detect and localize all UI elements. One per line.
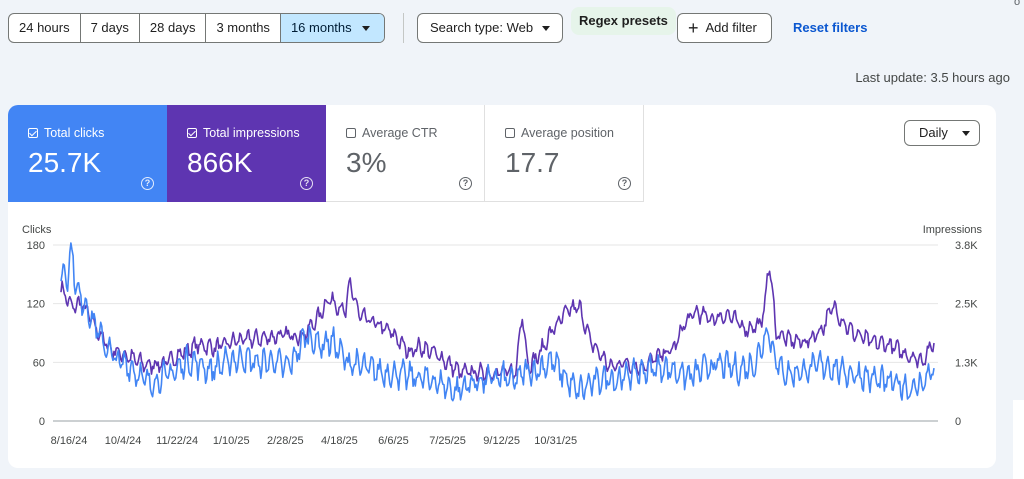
- y-right-tick-label: 2.5K: [955, 299, 978, 311]
- search-type-dropdown[interactable]: Search type: Web: [417, 13, 564, 43]
- range-7-days[interactable]: 7 days: [81, 14, 140, 42]
- y-left-axis-title: Clicks: [22, 224, 52, 236]
- y-right-axis-title: Impressions: [923, 224, 983, 236]
- corner-glyph: o: [1014, 0, 1021, 8]
- regex-presets-button[interactable]: Regex presets: [571, 7, 676, 35]
- chevron-down-icon: [361, 25, 370, 31]
- help-icon[interactable]: ?: [459, 177, 472, 190]
- x-tick-label: 8/16/24: [51, 435, 88, 447]
- x-tick-label: 4/18/25: [321, 435, 358, 447]
- x-tick-label: 6/6/25: [378, 435, 409, 447]
- x-tick-label: 2/28/25: [267, 435, 304, 447]
- checkbox-unchecked-icon[interactable]: [346, 128, 356, 138]
- help-icon[interactable]: ?: [141, 177, 154, 190]
- y-right-tick-label: 3.8K: [955, 240, 978, 252]
- x-tick-label: 7/25/25: [429, 435, 466, 447]
- y-left-tick-label: 0: [39, 416, 45, 428]
- add-filter-label: Add filter: [705, 20, 757, 35]
- x-tick-label: 10/4/24: [105, 435, 142, 447]
- metric-average-position[interactable]: Average position 17.7 ?: [485, 105, 644, 202]
- performance-card: Total clicks 25.7K ? Total impressions 8…: [8, 105, 996, 468]
- range-16-months[interactable]: 16 months: [280, 14, 384, 42]
- granularity-dropdown[interactable]: Daily: [904, 120, 980, 146]
- metric-clicks-value: 25.7K: [28, 147, 102, 178]
- x-tick-label: 11/22/24: [156, 435, 198, 447]
- metric-position-value: 17.7: [505, 147, 560, 178]
- add-filter-button[interactable]: + Add filter: [677, 13, 772, 43]
- help-icon[interactable]: ?: [618, 177, 631, 190]
- page-scrollbar[interactable]: [1013, 400, 1024, 479]
- x-tick-label: 10/31/25: [534, 435, 577, 447]
- x-tick-label: 1/10/25: [213, 435, 250, 447]
- granularity-label: Daily: [919, 125, 948, 140]
- metric-position-label-row: Average position: [505, 126, 614, 140]
- date-range-toolbar: 24 hours 7 days 28 days 3 months 16 mont…: [8, 13, 385, 43]
- metric-impressions-label-row: Total impressions: [187, 126, 300, 140]
- range-28-days[interactable]: 28 days: [140, 14, 207, 42]
- checkbox-checked-icon[interactable]: [28, 128, 38, 138]
- search-type-label: Search type: Web: [430, 20, 534, 35]
- range-24-hours[interactable]: 24 hours: [9, 14, 81, 42]
- metric-clicks-label: Total clicks: [44, 126, 105, 140]
- date-range-segmented-control: 24 hours 7 days 28 days 3 months 16 mont…: [8, 13, 385, 43]
- help-icon[interactable]: ?: [300, 177, 313, 190]
- y-right-tick-label: 1.3K: [955, 357, 978, 369]
- series-line-impressions: [60, 270, 935, 382]
- chevron-down-icon: [542, 25, 551, 31]
- toolbar-divider: [403, 13, 404, 43]
- metric-total-clicks[interactable]: Total clicks 25.7K ?: [8, 105, 167, 202]
- chevron-down-icon: [961, 130, 970, 136]
- series-line-clicks: [60, 242, 935, 402]
- reset-filters-link[interactable]: Reset filters: [793, 20, 868, 35]
- metric-average-ctr[interactable]: Average CTR 3% ?: [326, 105, 485, 202]
- metric-impressions-value: 866K: [187, 147, 253, 178]
- metric-ctr-value: 3%: [346, 147, 387, 178]
- metric-ctr-label: Average CTR: [362, 126, 438, 140]
- y-left-tick-label: 120: [27, 299, 45, 311]
- checkbox-checked-icon[interactable]: [187, 128, 197, 138]
- checkbox-unchecked-icon[interactable]: [505, 128, 515, 138]
- x-tick-label: 9/12/25: [483, 435, 520, 447]
- metric-total-impressions[interactable]: Total impressions 866K ?: [167, 105, 326, 202]
- metric-ctr-label-row: Average CTR: [346, 126, 438, 140]
- last-update-text: Last update: 3.5 hours ago: [855, 70, 1010, 85]
- metric-impressions-label: Total impressions: [203, 126, 300, 140]
- metric-clicks-label-row: Total clicks: [28, 126, 104, 140]
- y-left-tick-label: 180: [27, 240, 45, 252]
- performance-chart: Clicks Impressions1801206003.8K2.5K1.3K08…: [22, 224, 983, 447]
- metric-position-label: Average position: [521, 126, 614, 140]
- plus-icon: +: [688, 18, 699, 38]
- y-right-tick-label: 0: [955, 416, 961, 428]
- range-3-months[interactable]: 3 months: [206, 14, 281, 42]
- range-16-months-label: 16 months: [290, 20, 352, 35]
- y-left-tick-label: 60: [33, 357, 45, 369]
